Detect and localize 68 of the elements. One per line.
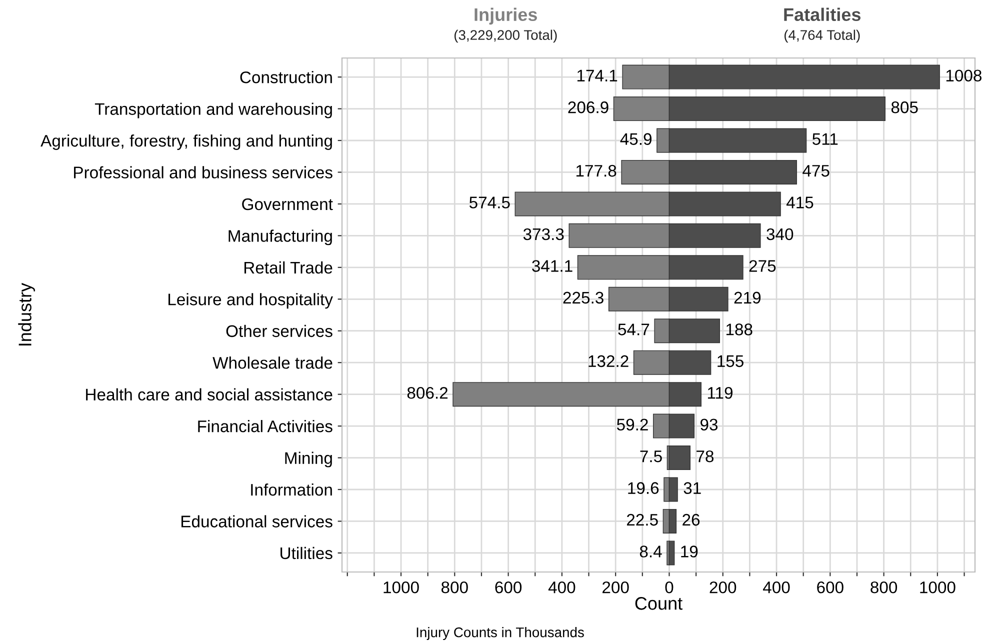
data-label: 225.3 [563, 292, 604, 304]
data-label: 19.6 [628, 482, 659, 494]
y-tick-label: Construction [240, 71, 332, 84]
y-tick-label: Financial Activities [198, 420, 332, 432]
bar [668, 540, 675, 566]
x-tick-label: 800 [870, 581, 898, 594]
data-label: 805 [891, 101, 918, 114]
y-axis-title: Industry [18, 282, 35, 346]
text: Fatalities [784, 8, 861, 22]
data-label: 415 [786, 196, 814, 208]
y-tick-label: Agriculture, forestry, fishing and hunting [40, 134, 332, 150]
data-label: 275 [749, 260, 776, 272]
text: (3,229,200 Total) [454, 30, 557, 43]
x-tick-label: 0 [665, 581, 674, 594]
data-label: 22.5 [626, 514, 658, 526]
bar [668, 446, 690, 470]
data-label: 1008 [946, 70, 982, 82]
data-label: 340 [766, 228, 794, 240]
data-label: 8.4 [640, 546, 662, 558]
x-tick-label: 200 [710, 581, 736, 594]
data-label: 54.7 [618, 324, 650, 336]
x-tick-label: 400 [762, 581, 790, 594]
y-tick-label: Other services [226, 324, 332, 338]
data-label: 7.5 [640, 450, 662, 462]
x-tick-label: 800 [441, 581, 468, 594]
x-tick-label: 600 [817, 581, 844, 594]
x-tick-label: 1000 [384, 581, 419, 594]
data-label: 26 [682, 514, 700, 526]
x-tick-label: 400 [548, 581, 576, 594]
y-tick-label: Mining [285, 452, 332, 468]
data-label: 31 [684, 482, 701, 494]
y-tick-label: Manufacturing [228, 230, 332, 246]
y-tick-label: Educational services [181, 515, 332, 528]
y-tick-label: Leisure and hospitality [168, 293, 333, 309]
data-label: 806.2 [407, 386, 448, 399]
data-label: 93 [700, 418, 718, 431]
data-label: 475 [802, 165, 830, 177]
data-label: 19 [681, 546, 698, 558]
y-tick-label: Information [251, 483, 332, 496]
data-label: 341.1 [532, 260, 572, 272]
y-tick-label: Transportation and warehousing [94, 102, 332, 118]
y-tick-label: Utilities [280, 546, 332, 560]
y-tick-label: Wholesale trade [212, 356, 332, 369]
x-tick-label: 1000 [920, 581, 956, 594]
x-tick-label: 600 [495, 581, 522, 594]
x-tick-label: 200 [602, 581, 629, 594]
data-label: 373.3 [523, 228, 564, 240]
y-tick-label: Health care and social assistance [86, 388, 332, 401]
data-label: 574.5 [469, 196, 510, 208]
y-tick-label: Retail Trade [244, 261, 332, 274]
text: Injuries [474, 8, 537, 25]
data-label: 177.8 [576, 164, 616, 177]
y-tick-label: Professional and business services [74, 166, 332, 178]
text: Injury Counts in Thousands [416, 627, 584, 640]
data-label: 155 [718, 355, 744, 368]
data-label: 78 [696, 450, 714, 462]
data-label: 219 [734, 292, 761, 304]
x-axis-title: Count [635, 597, 682, 610]
data-label: 59.2 [616, 418, 648, 431]
data-label: 132.2 [588, 355, 628, 368]
data-label: 119 [708, 386, 732, 399]
y-tick-label: Government [242, 198, 333, 210]
data-label: 206.9 [568, 101, 608, 114]
data-label: 188 [726, 324, 752, 336]
data-label: 45.9 [620, 133, 652, 145]
text: (4,764 Total) [784, 30, 860, 43]
data-label: 174.1 [577, 70, 618, 82]
data-label: 511 [812, 133, 838, 145]
